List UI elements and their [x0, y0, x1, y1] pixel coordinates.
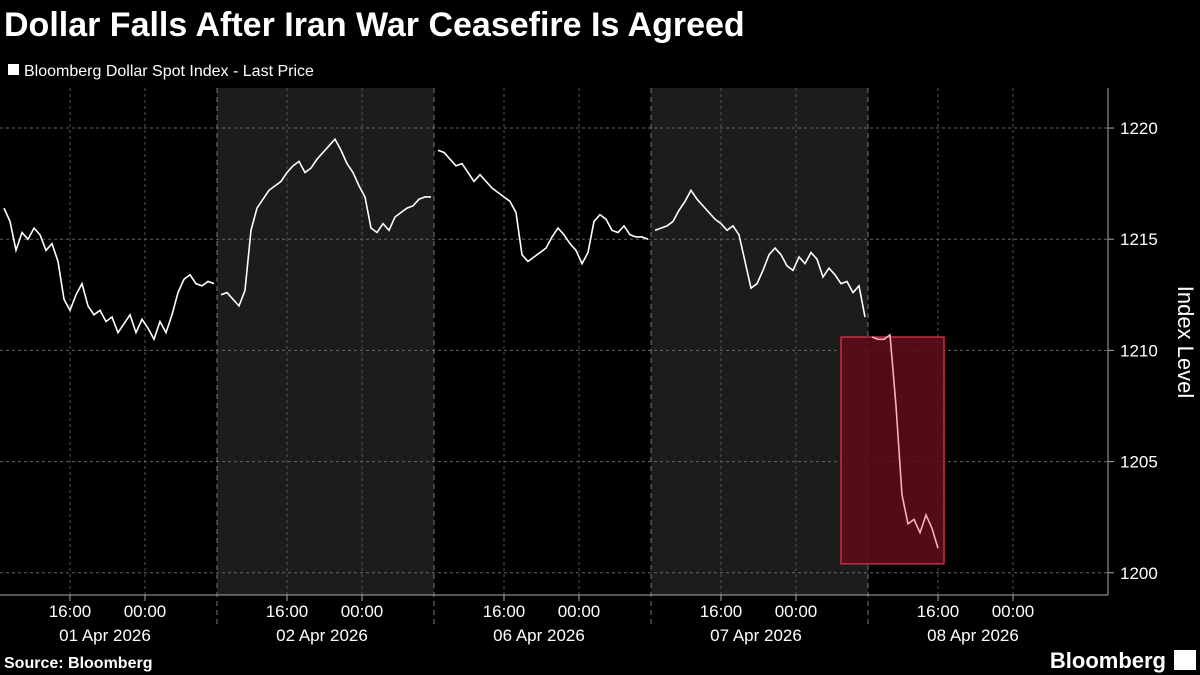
- legend-swatch: [8, 64, 19, 75]
- y-tick-label: 1200: [1120, 564, 1158, 583]
- panel-shade: [217, 88, 434, 595]
- y-axis-label: Index Level: [1173, 286, 1198, 399]
- y-tick-label: 1215: [1120, 230, 1158, 249]
- price-line: [3, 207, 215, 342]
- x-tick-label: 16:00: [917, 602, 960, 621]
- x-date-label: 06 Apr 2026: [493, 626, 585, 645]
- price-line: [437, 149, 649, 266]
- x-tick-label: 00:00: [775, 602, 818, 621]
- brand: Bloomberg: [1050, 648, 1166, 673]
- x-tick-label: 16:00: [266, 602, 309, 621]
- x-date-label: 08 Apr 2026: [927, 626, 1019, 645]
- legend-label: Bloomberg Dollar Spot Index - Last Price: [24, 63, 314, 80]
- source: Source: Bloomberg: [4, 655, 152, 672]
- price-line: [654, 188, 866, 318]
- x-date-label: 07 Apr 2026: [710, 626, 802, 645]
- highlight-box: [840, 336, 945, 565]
- y-tick-label: 1210: [1120, 341, 1158, 360]
- x-tick-label: 16:00: [700, 602, 743, 621]
- y-tick-label: 1205: [1120, 453, 1158, 472]
- x-tick-label: 00:00: [992, 602, 1035, 621]
- brand-icon: [1174, 650, 1196, 670]
- x-tick-label: 00:00: [558, 602, 601, 621]
- panel-shade: [651, 88, 868, 595]
- price-line: [220, 137, 431, 308]
- x-tick-label: 00:00: [341, 602, 384, 621]
- x-date-label: 02 Apr 2026: [276, 626, 368, 645]
- y-tick-label: 1220: [1120, 119, 1158, 138]
- x-tick-label: 16:00: [49, 602, 92, 621]
- plot-area: 1200 1205 1210 1215 1220 16:00 00:00 01 Apr 202…: [0, 88, 1158, 645]
- x-date-label: 01 Apr 2026: [59, 626, 151, 645]
- x-tick-label: 00:00: [124, 602, 167, 621]
- x-tick-label: 16:00: [483, 602, 526, 621]
- chart-title: Dollar Falls After Iran War Ceasefire Is…: [4, 6, 745, 44]
- price-line: [871, 333, 939, 549]
